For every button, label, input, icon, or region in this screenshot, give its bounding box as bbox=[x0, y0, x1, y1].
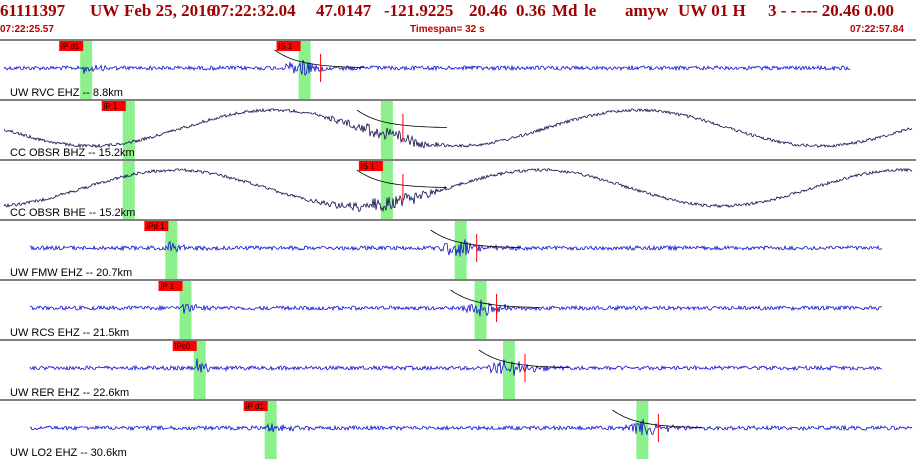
source: UW 01 H bbox=[678, 1, 746, 20]
depth: 20.46 bbox=[469, 1, 508, 20]
time-axis-line: 07:22:25.57 Timespan= 32 s 07:22:57.84 bbox=[0, 24, 916, 38]
event-date: Feb 25, 2016 bbox=[124, 1, 216, 20]
magnitude: 0.36 bbox=[516, 1, 546, 20]
longitude: -121.9225 bbox=[384, 1, 454, 20]
magnitude-type: Md bbox=[552, 1, 578, 20]
coda-envelope bbox=[612, 409, 703, 428]
p-pick-flag bbox=[101, 101, 126, 111]
coda-envelope bbox=[430, 229, 521, 248]
p-pick-label: iP 1 bbox=[161, 282, 175, 291]
station-label: UW FMW EHZ -- 20.7km bbox=[10, 267, 132, 279]
waveform-trace bbox=[29, 358, 883, 376]
coda-envelope bbox=[356, 169, 447, 188]
station-label: UW RCS EHZ -- 21.5km bbox=[10, 327, 129, 339]
start-time: 07:22:25.57 bbox=[0, 24, 54, 35]
p-pick-flag bbox=[59, 41, 84, 51]
p-pick-flag bbox=[243, 401, 268, 411]
p-pick-window bbox=[122, 101, 135, 159]
quality-fields: 3 - - --- 20.46 0.00 bbox=[768, 1, 895, 20]
p-pick-label: iP 1 bbox=[104, 102, 118, 111]
p-pick-flag bbox=[144, 221, 169, 231]
waveform-trace bbox=[29, 299, 883, 317]
p-pick-window bbox=[179, 281, 192, 339]
p-pick-window bbox=[193, 341, 206, 399]
s-pick-flag bbox=[276, 41, 301, 51]
s-pick-flag bbox=[358, 161, 383, 171]
end-time: 07:22:57.84 bbox=[850, 24, 904, 35]
p-pick-window bbox=[122, 161, 135, 219]
p-pick-label: iP d1 bbox=[246, 402, 265, 411]
station-label: UW LO2 EHZ -- 30.6km bbox=[10, 447, 127, 459]
p-pick-label: iPc0 bbox=[175, 342, 191, 351]
p-pick-label: iP d1 bbox=[61, 42, 80, 51]
event-type-code: le bbox=[584, 1, 597, 20]
p-pick-label: iPd 1 bbox=[146, 222, 165, 231]
event-id: 61111397 bbox=[0, 1, 66, 20]
station-label: CC OBSR BHE -- 15.2km bbox=[10, 207, 135, 219]
coda-envelope bbox=[478, 349, 569, 368]
waveform-trace bbox=[29, 418, 913, 436]
station-label: UW RER EHZ -- 22.6km bbox=[10, 387, 129, 399]
waveform-trace bbox=[3, 107, 913, 149]
p-pick-flag bbox=[172, 341, 197, 351]
coda-envelope bbox=[356, 109, 447, 128]
origin-time: 07:22:32.04 bbox=[212, 1, 296, 20]
waveform-trace bbox=[29, 239, 883, 257]
s-pick-label: iS 1 bbox=[361, 162, 375, 171]
network: UW bbox=[90, 1, 120, 20]
waveform-trace bbox=[3, 59, 851, 76]
station-label: UW RVC EHZ -- 8.8km bbox=[10, 87, 123, 99]
latitude: 47.0147 bbox=[316, 1, 372, 20]
event-header: 61111397 UW Feb 25, 2016 07:22:32.04 47.… bbox=[0, 0, 916, 40]
seismogram-stack[interactable]: iP d1 iS 1 UW RVC EHZ -- 8.8km iP 1 CC OBSR … bbox=[0, 38, 916, 460]
station-label: CC OBSR BHZ -- 15.2km bbox=[10, 147, 135, 159]
author: amyw bbox=[625, 1, 669, 20]
coda-envelope bbox=[274, 49, 365, 68]
coda-envelope bbox=[450, 289, 541, 308]
timespan: Timespan= 32 s bbox=[410, 24, 485, 35]
event-summary-line: 61111397 UW Feb 25, 2016 07:22:32.04 47.… bbox=[0, 1, 916, 23]
s-pick-label: iS 1 bbox=[279, 42, 293, 51]
waveform-trace bbox=[3, 167, 913, 213]
p-pick-flag bbox=[158, 281, 183, 291]
